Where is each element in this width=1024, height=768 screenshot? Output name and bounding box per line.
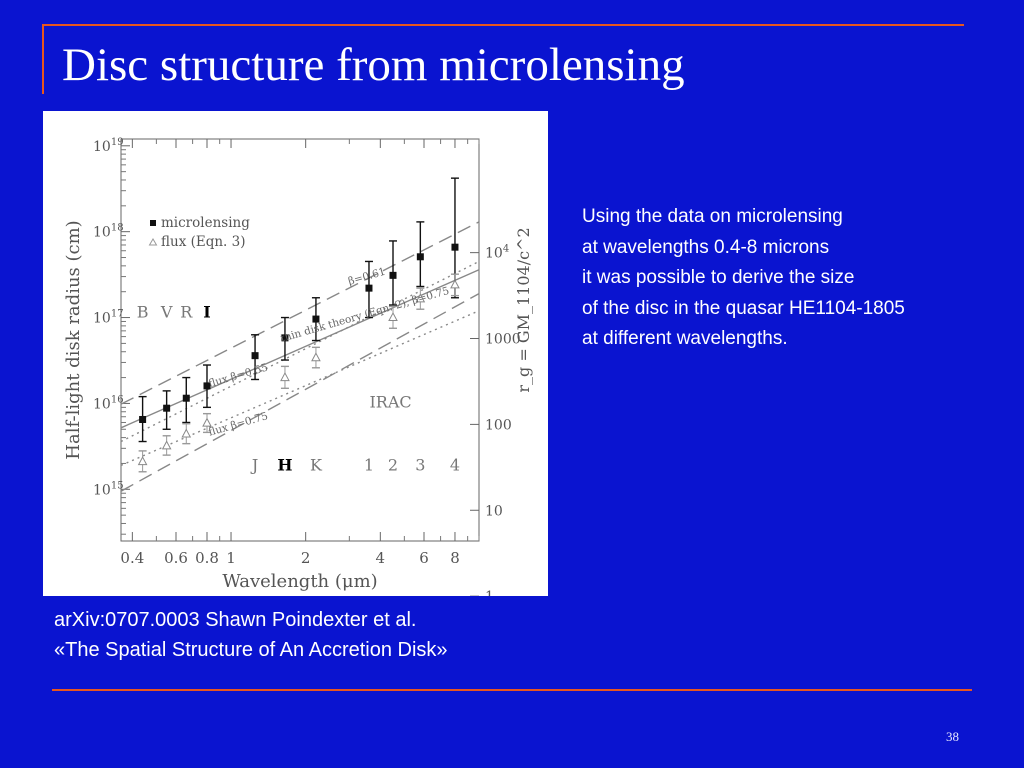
microlensing-point [312, 315, 320, 323]
microlensing-point [365, 284, 373, 292]
band-label: I [203, 303, 210, 322]
fit-line [120, 221, 480, 405]
y-tick-label: 1017 [93, 309, 124, 327]
band-label: K [310, 456, 323, 475]
y-axis-label: Half-light disk radius (cm) [63, 220, 84, 459]
x-axis-label: Wavelength (μm) [222, 571, 377, 592]
microlensing-point [163, 404, 171, 412]
fit-line-label: flux β=0.55 [207, 361, 269, 389]
microlensing-point [451, 243, 459, 251]
chart-svg: 0.40.60.81246810151016101710181019110100… [63, 137, 533, 596]
y-tick-label-exponent: 18 [111, 223, 124, 234]
x-tick-label: 4 [376, 549, 386, 567]
y2-axis-label: r_g = GM_1104/c^2 [514, 227, 533, 392]
microlensing-point [281, 334, 289, 342]
bottom-accent-rule [52, 689, 972, 691]
y-tick-label: 1015 [93, 480, 124, 498]
description-text: Using the data on microlensing at wavele… [582, 202, 905, 355]
y2-tick-label: 104 [485, 244, 509, 262]
description-line: at wavelengths 0.4-8 microns [582, 236, 830, 258]
flux-point [388, 311, 398, 322]
legend-marker-microlensing [150, 220, 156, 226]
y-tick-label-exponent: 19 [111, 137, 124, 148]
y-tick-label-exponent: 17 [111, 309, 124, 320]
band-label: 1 [364, 456, 374, 475]
description-line: of the disc in the quasar HE1104-1805 [582, 297, 905, 319]
band-label: IRAC [369, 392, 411, 411]
fit-line [120, 260, 480, 443]
x-tick-label: 0.8 [195, 549, 219, 567]
y2-tick-label-exponent: 4 [503, 244, 509, 255]
fit-line [120, 292, 480, 492]
band-label: H [277, 456, 292, 475]
top-accent-rule [42, 24, 964, 26]
microlensing-point [251, 352, 259, 360]
x-tick-label: 0.4 [120, 549, 144, 567]
band-label: J [250, 456, 258, 475]
y-tick-label: 1018 [93, 223, 124, 241]
band-label: R [180, 303, 193, 322]
y2-tick-label: 1 [485, 589, 494, 596]
x-tick-label: 6 [419, 549, 429, 567]
description-line: it was possible to derive the size [582, 267, 855, 288]
flux-point [415, 293, 426, 303]
y-tick-label: 1019 [93, 137, 124, 155]
flux-point [181, 428, 192, 438]
flux-point [280, 372, 290, 382]
citation-line: «The Spatial Structure of An Accretion D… [54, 639, 448, 661]
microlensing-point [416, 253, 424, 261]
microlensing-point [389, 271, 397, 279]
x-tick-label: 0.6 [164, 549, 188, 567]
citation: arXiv:0707.0003 Shawn Poindexter et al. … [54, 605, 448, 665]
microlensing-point [182, 394, 190, 402]
flux-point [450, 279, 460, 289]
legend-label-flux: flux (Eqn. 3) [161, 234, 246, 250]
band-label: B [137, 303, 149, 322]
x-tick-label: 8 [450, 549, 460, 567]
y-tick-label-exponent: 16 [111, 394, 124, 405]
figure-panel: 0.40.60.81246810151016101710181019110100… [43, 111, 548, 596]
x-tick-label: 1 [226, 549, 236, 567]
y2-tick-label: 10 [485, 503, 503, 519]
fit-line [120, 310, 480, 467]
plot-frame [120, 138, 480, 542]
band-label: 2 [388, 456, 398, 475]
y-tick-label: 1016 [93, 394, 124, 412]
y-tick-label-exponent: 15 [111, 480, 124, 491]
left-accent-rule [42, 24, 44, 94]
band-label: 3 [415, 456, 425, 475]
legend-marker-flux [148, 238, 158, 246]
y2-tick-label: 1000 [485, 332, 521, 348]
slide-title: Disc structure from microlensing [62, 39, 685, 91]
flux-point [137, 456, 148, 466]
citation-line: arXiv:0707.0003 Shawn Poindexter et al. [54, 609, 417, 631]
fit-line-label: β=0.61 [347, 266, 387, 288]
microlensing-point [203, 382, 211, 390]
slide-number: 38 [946, 729, 959, 744]
description-line: at different wavelengths. [582, 328, 788, 349]
microlensing-point [139, 415, 147, 423]
x-tick-label: 2 [301, 549, 311, 567]
band-label: V [160, 303, 173, 322]
flux-point [161, 440, 172, 450]
flux-point [311, 352, 321, 362]
y2-tick-label: 100 [485, 417, 512, 433]
legend-label-microlensing: microlensing [161, 215, 250, 231]
band-label: 4 [450, 456, 460, 475]
flux-point [202, 417, 212, 427]
description-line: Using the data on microlensing [582, 206, 843, 227]
fit-line-label: thin disk theory (Eqn. 2), β=0.75 [279, 285, 451, 345]
